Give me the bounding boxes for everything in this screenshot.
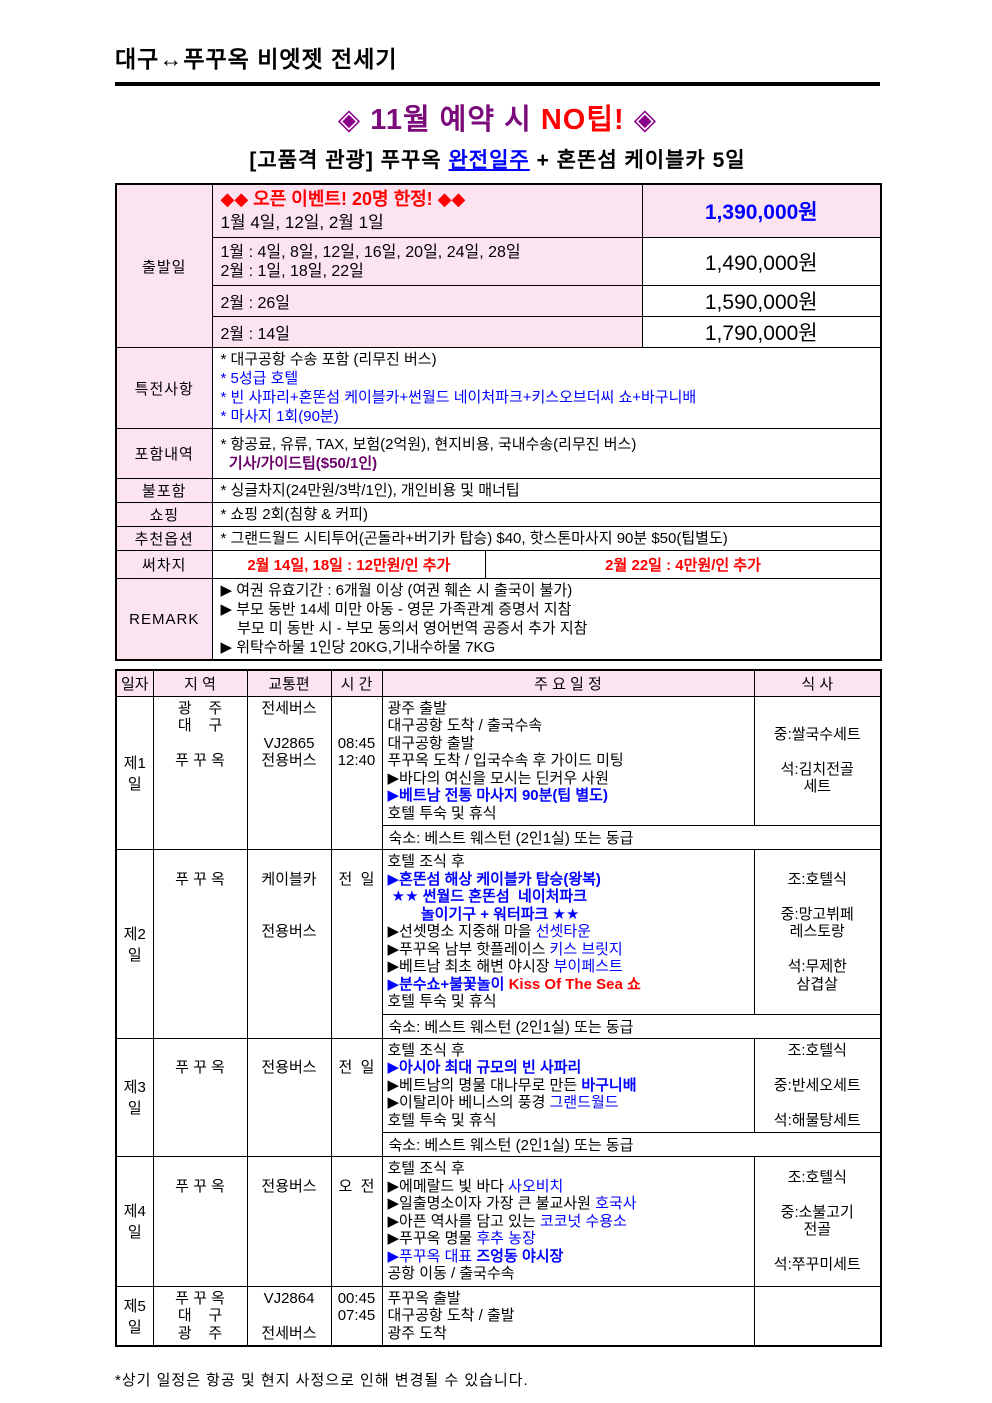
col-header-transport: 교통편 [246, 669, 332, 697]
promo-text: 11월 예약 시 [361, 104, 541, 136]
price-2: 1,490,000원 [641, 237, 882, 286]
col-header-meals: 식 사 [753, 669, 882, 697]
open-event-text: ◆◆ 오픈 이벤트! 20명 한정! ◆◆ [220, 189, 466, 209]
price-featured: 1,390,000원 [641, 183, 882, 238]
options-content: * 그랜드월드 시티투어(곤돌라+버기카 탑승) $40, 핫스톤마사지 90분… [211, 526, 882, 551]
time-cell: 00:45 07:45 [330, 1285, 383, 1347]
day-label: 제3일 [115, 1037, 154, 1157]
time-cell: 전 일 [330, 1037, 383, 1157]
time-cell: 08:45 12:40 [330, 695, 383, 850]
surcharge-content: 2월 14일, 18일 : 12만원/인 추가 2월 22일 : 4만원/인 추… [211, 550, 882, 579]
transport-cell: 전세버스 VJ2865 전용버스 [246, 695, 332, 850]
dates-line: 2월 : 1일, 18일, 22일 [220, 262, 364, 280]
schedule-cell: 푸꾸옥 출발 대구공항 도착 / 출발 광주 도착 [381, 1285, 755, 1347]
departure-label: 출발일 [115, 183, 213, 348]
dates-line: 1월 : 4일, 8일, 12일, 16일, 20일, 24일, 28일 [220, 243, 521, 261]
schedule-cell: 호텔 조식 후 ▶아시아 최대 규모의 빈 사파리 ▶베트남의 명물 대나무로 만든… [381, 1037, 755, 1133]
lodging-row: 숙소: 베스트 웨스턴 (2인1실) 또는 동급 [381, 825, 882, 850]
included-content: * 항공료, 유류, TAX, 보험(2억원), 현지비용, 국내수송(리무진 … [211, 428, 882, 479]
subtitle-highlight: 완전일주 [448, 149, 530, 172]
promo-banner: ◈ 11월 예약 시 NO팁! ◈ [115, 96, 880, 138]
departure-row-event: ◆◆ 오픈 이벤트! 20명 한정! ◆◆ 1월 4일, 12일, 2월 1일 [211, 183, 643, 238]
price-info-table: 출발일 ◆◆ 오픈 이벤트! 20명 한정! ◆◆ 1월 4일, 12일, 2월… [115, 183, 882, 661]
surcharge-right: 2월 22일 : 4만원/인 추가 [605, 557, 761, 574]
day-label: 제1일 [115, 695, 154, 850]
options-label: 추천옵션 [115, 526, 213, 551]
col-header-region: 지 역 [152, 669, 248, 697]
footnote: *상기 일정은 항공 및 현지 사정으로 인해 변경될 수 있습니다. [115, 1372, 529, 1389]
col-header-schedule: 주 요 일 정 [381, 669, 755, 697]
surcharge-label: 써차지 [115, 550, 213, 579]
day-label: 제2일 [115, 849, 154, 1039]
benefits-content: * 대구공항 수송 포함 (리무진 버스) * 5성급 호텔 * 빈 사파리+혼똔섬… [211, 347, 882, 429]
region-cell: 푸 꾸 옥 [152, 1156, 248, 1287]
meals-cell: 조:호텔식 중:망고뷔페 레스토랑 석:무제한 삼겹살 [753, 849, 882, 1015]
transport-cell: 전용버스 [246, 1156, 332, 1287]
price-3: 1,590,000원 [641, 285, 882, 317]
transport-cell: VJ2864 전세버스 [246, 1285, 332, 1347]
diamond-icon: ◈ [337, 104, 362, 136]
transport-cell: 케이블카 전용버스 [246, 849, 332, 1039]
time-cell: 전 일 [330, 849, 383, 1039]
time-cell: 오 전 [330, 1156, 383, 1287]
product-subtitle: [고품격 관광] 푸꾸옥 완전일주 + 혼똔섬 케이블카 5일 [115, 144, 880, 174]
col-header-time: 시 간 [330, 669, 383, 697]
shopping-content: * 쇼핑 2회(침향 & 커피) [211, 502, 882, 527]
benefits-label: 특전사항 [115, 347, 213, 429]
lodging-row: 숙소: 베스트 웨스턴 (2인1실) 또는 동급 [381, 1132, 882, 1157]
region-cell: 푸 꾸 옥 [152, 1037, 248, 1157]
departure-row-4: 2월 : 14일 [211, 316, 643, 348]
shopping-label: 쇼핑 [115, 502, 213, 527]
day-label: 제5일 [115, 1285, 154, 1347]
lodging-row: 숙소: 베스트 웨스턴 (2인1실) 또는 동급 [381, 1013, 882, 1039]
excluded-content: * 싱글차지(24만원/3박/1인), 개인비용 및 매너팁 [211, 478, 882, 503]
surcharge-left: 2월 14일, 18일 : 12만원/인 추가 [213, 551, 487, 578]
excluded-label: 불포함 [115, 478, 213, 503]
schedule-cell: 호텔 조식 후 ▶혼똔섬 해상 케이블카 탑승(왕복) ★★ 썬월드 혼똔섬 네이… [381, 849, 755, 1015]
region-cell: 푸 꾸 옥 [152, 849, 248, 1039]
diamond-icon: ◈ [633, 104, 658, 136]
remark-label: REMARK [115, 578, 213, 661]
departure-row-2: 1월 : 4일, 8일, 12일, 16일, 20일, 24일, 28일 2월 … [211, 237, 643, 286]
meals-cell: 중:쌀국수세트 석:김치전골 세트 [753, 695, 882, 826]
subtitle-prefix: [고품격 관광] 푸꾸옥 [249, 149, 449, 172]
doc-title: 대구↔푸꾸옥 비엣젯 전세기 [115, 40, 880, 86]
meals-cell [753, 1285, 882, 1347]
day-label: 제4일 [115, 1156, 154, 1287]
subtitle-suffix: + 혼똔섬 케이블카 5일 [529, 149, 746, 172]
price-4: 1,790,000원 [641, 316, 882, 348]
transport-cell: 전용버스 [246, 1037, 332, 1157]
schedule-cell: 광주 출발 대구공항 도착 / 출국수속 대구공항 출발 푸꾸옥 도착 / 입국수속 … [381, 695, 755, 826]
included-label: 포함내역 [115, 428, 213, 479]
meals-cell: 조:호텔식 중:소불고기 전골 석:쭈꾸미세트 [753, 1156, 882, 1287]
col-header-day: 일자 [115, 669, 154, 697]
promo-no-tip: NO팁! [540, 104, 634, 136]
schedule-cell: 호텔 조식 후 ▶에메랄드 빛 바다 사오비치 ▶일출명소이자 가장 큰 불교사원 … [381, 1156, 755, 1287]
remark-content: ▶ 여권 유효기간 : 6개월 이상 (여권 훼손 시 출국이 불가) ▶ 부모 … [211, 578, 882, 661]
meals-cell: 조:호텔식 중:반세오세트 석:해물탕세트 [753, 1037, 882, 1133]
departure-row-3: 2월 : 26일 [211, 285, 643, 317]
event-dates: 1월 4일, 12일, 2월 1일 [220, 213, 384, 232]
